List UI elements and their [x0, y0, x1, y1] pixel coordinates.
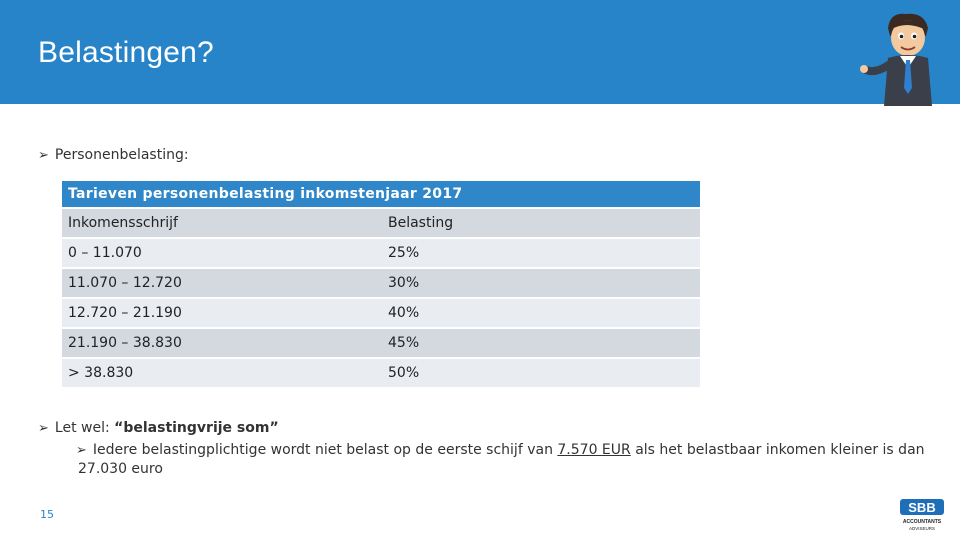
table-cell: 25% [388, 245, 420, 261]
arrow-bullet-icon: ➢ [76, 443, 87, 458]
table-cell: 12.720 – 21.190 [68, 305, 182, 321]
arrow-bullet-icon: ➢ [38, 421, 49, 436]
table-cell: 30% [388, 275, 420, 291]
sub-text-amount: 7.570 EUR [557, 442, 631, 458]
sbb-logo-icon: SBB ACCOUNTANTS ADVISEURS [900, 499, 944, 531]
sub-text-after: als het belastbaar inkomen kleiner is da… [78, 442, 925, 477]
sub-text-before: Iedere belastingplichtige wordt niet bel… [92, 442, 558, 458]
table-cell: 45% [388, 335, 420, 351]
table-cell: 40% [388, 305, 420, 321]
table-cell: 21.190 – 38.830 [68, 335, 182, 351]
bullet-belastingvrije-som: ➢ Let wel: “belastingvrije som” [38, 420, 279, 436]
bullet-prefix: Let wel: [54, 420, 115, 436]
table-row: 0 – 11.070 25% [62, 239, 700, 267]
header-bar: Belastingen? [0, 0, 960, 106]
bullet-personenbelasting: ➢ Personenbelasting: [38, 147, 189, 163]
slide-title: Belastingen? [38, 36, 214, 69]
svg-text:SBB: SBB [908, 500, 935, 515]
table-cell: 0 – 11.070 [68, 245, 142, 261]
svg-text:ACCOUNTANTS: ACCOUNTANTS [903, 519, 942, 525]
bullet-bold-term: “belastingvrije som” [114, 420, 279, 436]
table-title: Tarieven personenbelasting inkomstenjaar… [62, 181, 700, 207]
table-row: 11.070 – 12.720 30% [62, 269, 700, 297]
svg-text:ADVISEURS: ADVISEURS [909, 526, 935, 531]
sub-bullet: ➢ Iedere belastingplichtige wordt niet be… [76, 441, 928, 479]
table-header-row: Inkomensschrijf Belasting [62, 209, 700, 237]
table-cell: > 38.830 [68, 365, 134, 381]
column-header: Inkomensschrijf [68, 215, 178, 231]
table-row: 12.720 – 21.190 40% [62, 299, 700, 327]
company-logo: SBB ACCOUNTANTS ADVISEURS [898, 497, 946, 533]
page-number: 15 [40, 508, 54, 521]
bullet-text: Personenbelasting: [54, 147, 189, 163]
column-header: Belasting [388, 215, 454, 231]
tax-rate-table: Tarieven personenbelasting inkomstenjaar… [62, 181, 700, 387]
arrow-bullet-icon: ➢ [38, 148, 49, 163]
businessman-mascot-icon [860, 13, 932, 106]
table-row: > 38.830 50% [62, 359, 700, 387]
table-cell: 50% [388, 365, 420, 381]
table-row: 21.190 – 38.830 45% [62, 329, 700, 357]
table-cell: 11.070 – 12.720 [68, 275, 182, 291]
